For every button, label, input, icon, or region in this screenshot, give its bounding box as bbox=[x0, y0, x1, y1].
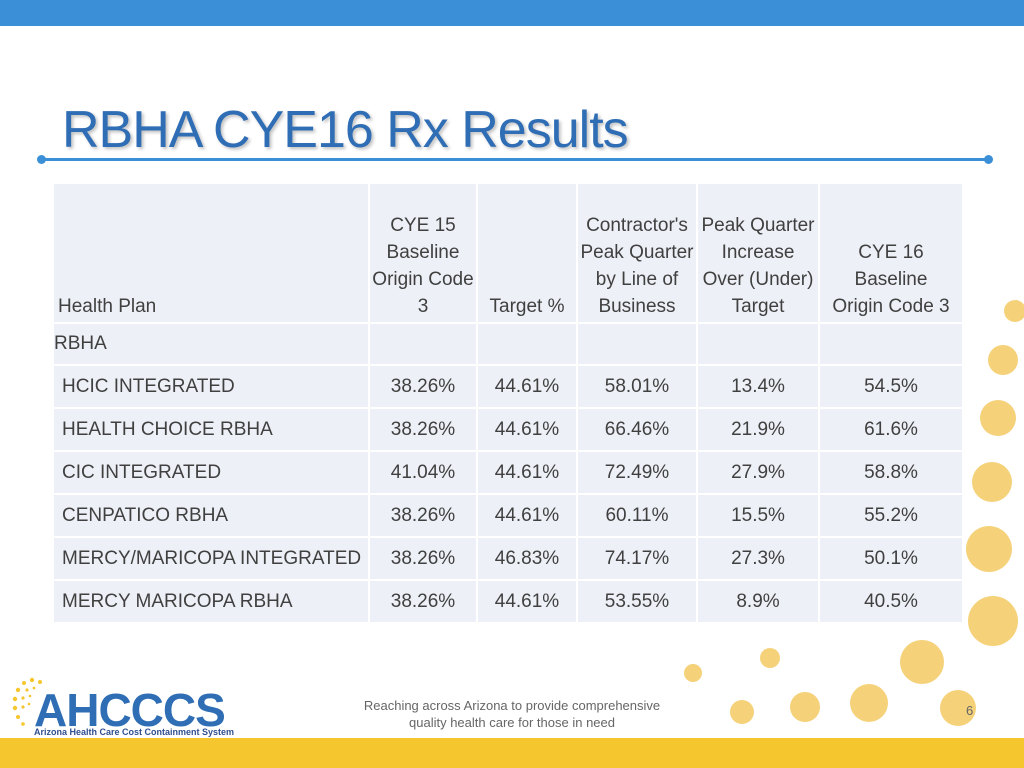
table-row: CIC INTEGRATED 41.04% 44.61% 72.49% 27.9… bbox=[54, 452, 962, 493]
plan-name: HEALTH CHOICE RBHA bbox=[54, 409, 368, 450]
results-table: Health Plan CYE 15 Baseline Origin Code … bbox=[52, 182, 964, 624]
peak-value: 53.55% bbox=[578, 581, 696, 622]
logo-subtitle: Arizona Health Care Cost Containment Sys… bbox=[34, 727, 235, 737]
underline-dot-right bbox=[984, 155, 993, 164]
increase-value: 13.4% bbox=[698, 366, 818, 407]
header-target: Target % bbox=[478, 184, 576, 322]
table-row: HEALTH CHOICE RBHA 38.26% 44.61% 66.46% … bbox=[54, 409, 962, 450]
target-value: 44.61% bbox=[478, 581, 576, 622]
increase-value: 8.9% bbox=[698, 581, 818, 622]
baseline15-value: 41.04% bbox=[370, 452, 476, 493]
target-value: 44.61% bbox=[478, 495, 576, 536]
header-peak-quarter: Contractor's Peak Quarter by Line of Bus… bbox=[578, 184, 696, 322]
increase-value: 27.3% bbox=[698, 538, 818, 579]
baseline16-value: 50.1% bbox=[820, 538, 962, 579]
plan-name: MERCY MARICOPA RBHA bbox=[54, 581, 368, 622]
group-label: RBHA bbox=[54, 324, 368, 364]
baseline16-value: 61.6% bbox=[820, 409, 962, 450]
header-cye16-baseline: CYE 16 Baseline Origin Code 3 bbox=[820, 184, 962, 322]
target-value: 44.61% bbox=[478, 452, 576, 493]
plan-name: CIC INTEGRATED bbox=[54, 452, 368, 493]
baseline15-value: 38.26% bbox=[370, 409, 476, 450]
plan-name: CENPATICO RBHA bbox=[54, 495, 368, 536]
baseline16-value: 54.5% bbox=[820, 366, 962, 407]
peak-value: 66.46% bbox=[578, 409, 696, 450]
slide-title: RBHA CYE16 Rx Results bbox=[62, 101, 629, 159]
ahcccs-logo: AHCCCS bbox=[34, 684, 226, 736]
header-increase: Peak Quarter Increase Over (Under) Targe… bbox=[698, 184, 818, 322]
footer-tagline: Reaching across Arizona to provide compr… bbox=[363, 698, 661, 730]
table-row: MERCY/MARICOPA INTEGRATED 38.26% 46.83% … bbox=[54, 538, 962, 579]
increase-value: 27.9% bbox=[698, 452, 818, 493]
ahcccs-sun-icon bbox=[12, 677, 42, 726]
baseline15-value: 38.26% bbox=[370, 366, 476, 407]
table-row: HCIC INTEGRATED 38.26% 44.61% 58.01% 13.… bbox=[54, 366, 962, 407]
header-health-plan: Health Plan bbox=[54, 184, 368, 322]
baseline16-value: 55.2% bbox=[820, 495, 962, 536]
baseline15-value: 38.26% bbox=[370, 495, 476, 536]
header-row: Health Plan CYE 15 Baseline Origin Code … bbox=[54, 184, 962, 322]
page-number: 6 bbox=[966, 703, 974, 718]
peak-value: 72.49% bbox=[578, 452, 696, 493]
peak-value: 74.17% bbox=[578, 538, 696, 579]
target-value: 44.61% bbox=[478, 366, 576, 407]
table-row: CENPATICO RBHA 38.26% 44.61% 60.11% 15.5… bbox=[54, 495, 962, 536]
target-value: 46.83% bbox=[478, 538, 576, 579]
peak-value: 60.11% bbox=[578, 495, 696, 536]
baseline15-value: 38.26% bbox=[370, 581, 476, 622]
header-cye15-baseline: CYE 15 Baseline Origin Code 3 bbox=[370, 184, 476, 322]
baseline16-value: 58.8% bbox=[820, 452, 962, 493]
top-accent-bar bbox=[0, 0, 1024, 26]
plan-name: MERCY/MARICOPA INTEGRATED bbox=[54, 538, 368, 579]
bottom-accent-bar bbox=[0, 738, 1024, 768]
increase-value: 15.5% bbox=[698, 495, 818, 536]
target-value: 44.61% bbox=[478, 409, 576, 450]
table-row: MERCY MARICOPA RBHA 38.26% 44.61% 53.55%… bbox=[54, 581, 962, 622]
group-row-rbha: RBHA bbox=[54, 324, 962, 364]
baseline16-value: 40.5% bbox=[820, 581, 962, 622]
plan-name: HCIC INTEGRATED bbox=[54, 366, 368, 407]
title-underline bbox=[42, 158, 988, 161]
increase-value: 21.9% bbox=[698, 409, 818, 450]
baseline15-value: 38.26% bbox=[370, 538, 476, 579]
peak-value: 58.01% bbox=[578, 366, 696, 407]
underline-dot-left bbox=[37, 155, 46, 164]
